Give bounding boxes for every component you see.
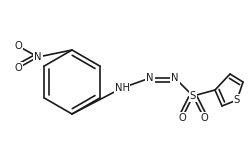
Text: O: O xyxy=(200,113,208,123)
Text: N: N xyxy=(171,73,179,83)
Text: O: O xyxy=(178,113,186,123)
Text: O: O xyxy=(14,63,22,73)
Text: N: N xyxy=(146,73,154,83)
Text: N: N xyxy=(34,52,42,62)
Text: O: O xyxy=(14,41,22,51)
Text: S: S xyxy=(234,95,240,105)
Text: S: S xyxy=(190,91,196,101)
Text: NH: NH xyxy=(115,83,129,93)
